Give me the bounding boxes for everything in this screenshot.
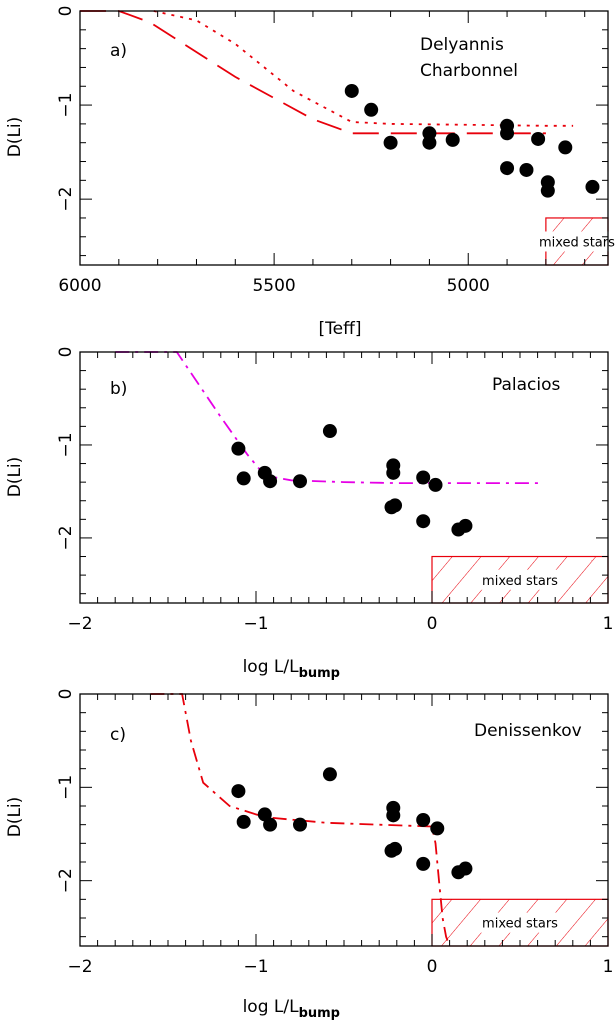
mixed-stars-label: mixed stars: [482, 917, 558, 932]
data-point: [388, 841, 403, 856]
x-tick-label: 1: [603, 614, 614, 634]
y-tick-label: 0: [56, 6, 76, 17]
y-axis-label: D(Li): [5, 457, 25, 498]
panel-b: b) Palacios log L/Lbump D(Li) mixed star…: [5, 347, 613, 681]
x-axis-label-main: log L/L: [243, 657, 300, 677]
data-point: [364, 102, 379, 117]
x-tick-label: −1: [243, 957, 268, 977]
mixed-stars-label: mixed stars: [482, 574, 558, 589]
x-tick-label: 0: [427, 957, 438, 977]
x-tick-label: −2: [67, 614, 92, 634]
annotation-denissenkov: Denissenkov: [474, 721, 582, 741]
y-tick-label: 0: [56, 347, 76, 358]
x-tick-label: 5500: [252, 276, 295, 296]
annotation-delyannis: Delyannis: [420, 35, 504, 55]
data-point: [344, 83, 359, 98]
y-tick-label: −1: [56, 432, 76, 457]
data-point: [293, 474, 307, 489]
data-point: [263, 817, 278, 832]
data-point: [231, 784, 246, 799]
data-point: [428, 477, 443, 492]
data-point: [531, 131, 546, 146]
model-curve-dash-dot: [115, 351, 543, 485]
data-point: [585, 179, 600, 194]
data-point: [430, 821, 445, 836]
data-point: [263, 474, 278, 489]
panel-label: b): [110, 379, 127, 399]
data-point: [416, 470, 431, 485]
x-axis-label: [Teff]: [319, 319, 362, 339]
x-axis-label-main: log L/L: [243, 997, 300, 1017]
data-point: [416, 514, 431, 529]
data-point: [236, 471, 251, 486]
data-point: [422, 135, 437, 150]
data-point: [416, 856, 431, 871]
data-point: [386, 808, 401, 823]
mixed-stars-label: mixed stars: [539, 235, 615, 250]
data-point: [540, 183, 555, 198]
data-point: [388, 498, 403, 513]
x-tick-label: 6000: [58, 276, 101, 296]
x-tick-label: −2: [67, 957, 92, 977]
x-tick-label: 0: [427, 614, 438, 634]
annotation-palacios: Palacios: [492, 375, 561, 395]
data-point: [519, 162, 534, 177]
data-point: [500, 161, 515, 176]
mixed-stars-label-bg: [478, 569, 562, 590]
data-point: [383, 135, 398, 150]
data-point: [458, 861, 473, 876]
panel-c: c) Denissenkov log L/Lbump D(Li) mixed s…: [5, 689, 613, 1021]
x-tick-label: 1: [603, 957, 614, 977]
y-tick-label: −1: [56, 775, 76, 800]
data-point: [500, 126, 515, 141]
data-point: [386, 465, 401, 480]
data-point: [445, 132, 460, 147]
y-tick-label: −2: [56, 187, 76, 212]
x-axis-label: log L/Lbump: [243, 657, 340, 681]
y-tick-label: −2: [56, 525, 76, 550]
data-point: [231, 441, 246, 456]
plot-frame: [79, 10, 609, 266]
y-axis-label: D(Li): [5, 117, 25, 158]
mixed-stars-label-bg: [534, 231, 616, 252]
model-curve-dash-dot: [150, 693, 451, 947]
panel-label: c): [110, 725, 126, 745]
data-point: [322, 767, 337, 782]
x-axis-label: log L/Lbump: [243, 997, 340, 1021]
y-tick-label: −1: [56, 93, 76, 118]
data-point: [322, 424, 337, 439]
model-curve-long-dash: [80, 10, 546, 135]
data-point: [458, 518, 473, 533]
y-tick-label: 0: [56, 689, 76, 700]
x-tick-label: 5000: [447, 276, 490, 296]
model-curve-dotted: [153, 10, 574, 127]
y-axis-label: D(Li): [5, 797, 25, 838]
data-point: [236, 814, 251, 829]
x-axis-label-sub: bump: [299, 1006, 340, 1021]
panel-a: a) Delyannis Charbonnel [Teff] D(Li) mix…: [5, 6, 616, 339]
y-tick-label: −2: [56, 868, 76, 893]
x-axis-label-sub: bump: [299, 666, 340, 681]
x-tick-label: −1: [243, 614, 268, 634]
annotation-charbonnel: Charbonnel: [420, 61, 518, 81]
data-point: [416, 813, 431, 827]
mixed-stars-label-bg: [478, 912, 562, 933]
data-point: [558, 140, 573, 155]
data-point: [293, 817, 307, 832]
panel-label: a): [110, 41, 127, 61]
